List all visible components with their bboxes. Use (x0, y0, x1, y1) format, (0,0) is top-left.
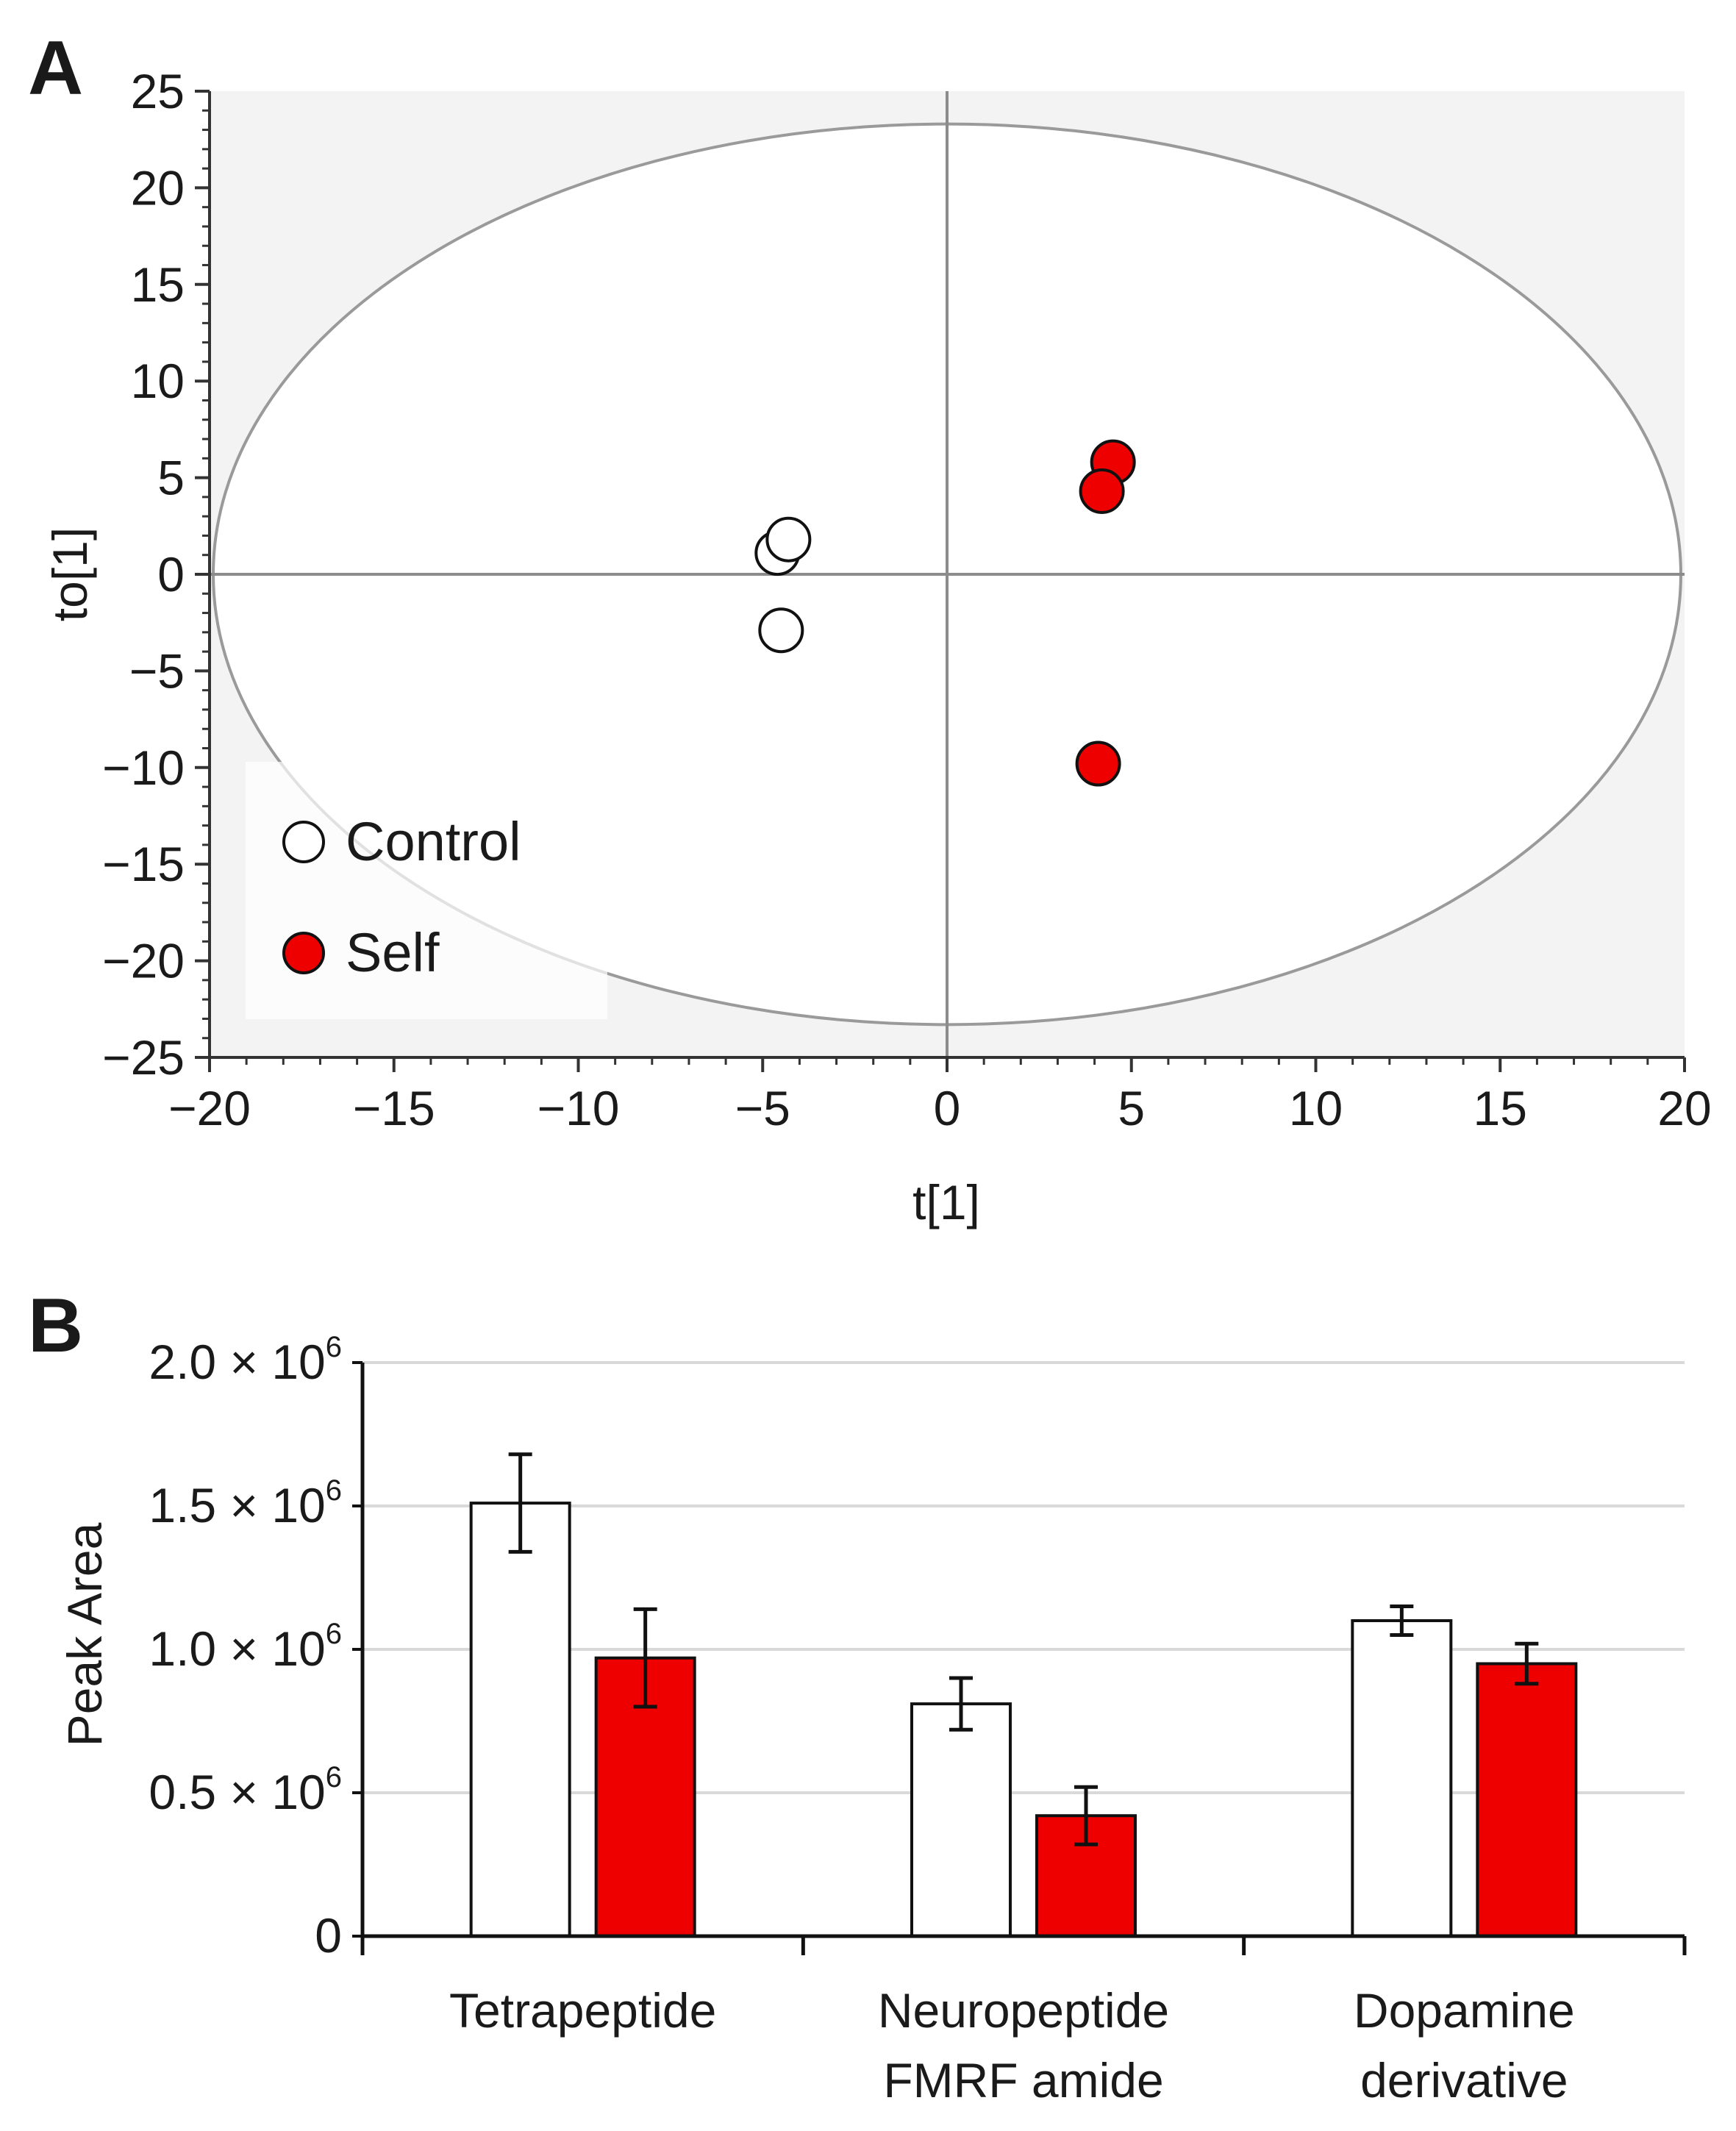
y-tick-label: 25 (131, 64, 185, 118)
y-tick-label: 1.5 × 106 (149, 1474, 342, 1532)
x-tick-label: 5 (1118, 1081, 1145, 1135)
gridlines (362, 1361, 1685, 1794)
x-tick-label: 15 (1474, 1081, 1527, 1135)
y-axis-title: to[1] (43, 527, 97, 621)
bar-control (910, 1702, 1012, 1938)
data-point-control (758, 607, 804, 654)
panel-a-label: A (28, 26, 83, 111)
legend: Control Self (246, 762, 607, 1019)
x-tick-label: −5 (735, 1081, 790, 1135)
y-axis-title: Peak Area (57, 1522, 112, 1746)
legend-label-self: Self (346, 922, 440, 983)
x-axis-title: t[1] (912, 1175, 980, 1229)
data-point-self (1079, 468, 1125, 514)
y-tick-label: −25 (102, 1030, 185, 1085)
y-tick-label: −10 (102, 740, 185, 795)
x-tick-label: 0 (934, 1081, 961, 1135)
x-tick-label: 20 (1657, 1081, 1711, 1135)
bars (469, 1452, 1578, 1938)
x-tick-label: −10 (537, 1081, 620, 1135)
y-tick-label: 0 (315, 1908, 342, 1963)
legend-label-control: Control (346, 811, 521, 872)
panel-b-label: B (28, 1283, 83, 1368)
score-plot-panel: A −20 −15 −10 −5 0 5 10 15 20 25 20 15 10 5 0 −5 −10 −15… (28, 26, 1712, 1229)
legend-marker-control (282, 821, 325, 863)
y-tick-label: −5 (129, 643, 185, 698)
y-tick-label: 20 (131, 160, 185, 215)
y-tick-label: 2.0 × 106 (149, 1331, 342, 1389)
y-tick-label: 10 (131, 354, 185, 408)
category-labels: Tetrapeptide Neuropeptide FMRF amide Dopami… (449, 1983, 1575, 2107)
data-point-control (765, 516, 812, 563)
data-points (754, 439, 1136, 787)
category-label: Tetrapeptide (449, 1983, 716, 2038)
bar-control (469, 1502, 571, 1938)
category-label: derivative (1360, 2053, 1568, 2107)
y-tick-label: −15 (102, 837, 185, 891)
category-label: FMRF amide (883, 2053, 1163, 2107)
y-tick-label: 15 (131, 257, 185, 312)
bar-control (1351, 1619, 1453, 1938)
x-axis-ticks: −20 −15 −10 −5 0 5 10 15 20 (168, 1057, 1712, 1135)
y-tick-label: 5 (157, 451, 185, 505)
y-tick-label: 1.0 × 106 (149, 1618, 342, 1676)
legend-marker-self (282, 932, 325, 974)
bar-self (1476, 1662, 1578, 1938)
legend-background (246, 762, 607, 1019)
x-tick-label: −15 (353, 1081, 435, 1135)
y-tick-label: 0.5 × 106 (149, 1761, 342, 1819)
x-tick-label: 10 (1289, 1081, 1343, 1135)
y-tick-label: 0 (157, 547, 185, 602)
data-point-self (1075, 740, 1121, 787)
y-tick-label: −20 (102, 934, 185, 988)
y-axis-ticks: 25 20 15 10 5 0 −5 −10 −15 −20 −25 (102, 64, 210, 1085)
y-axis-ticks: 0 0.5 × 106 1.0 × 106 1.5 × 106 2.0 × 106 (149, 1331, 362, 1963)
category-label: Dopamine (1354, 1983, 1575, 2038)
category-label: Neuropeptide (878, 1983, 1169, 2038)
plot-axes (360, 1363, 1687, 1955)
x-tick-label: −20 (168, 1081, 251, 1135)
